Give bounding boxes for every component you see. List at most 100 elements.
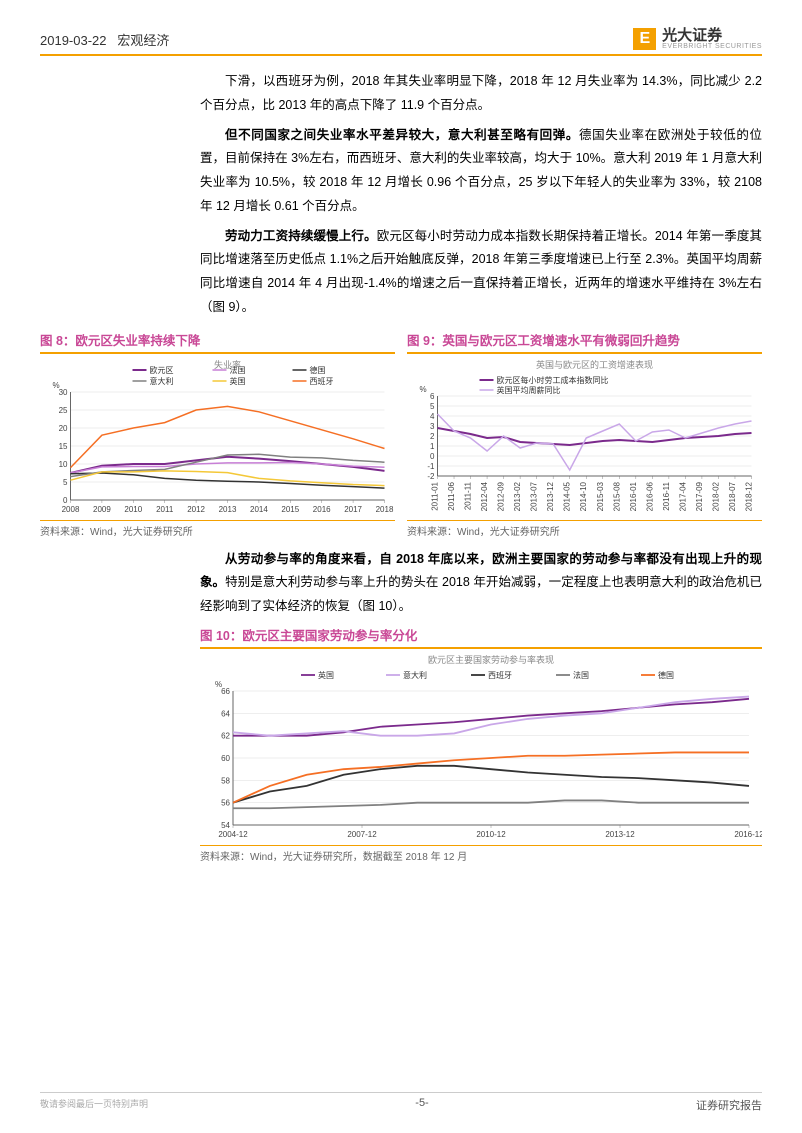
chart-row-8-9: 图 8：欧元区失业率持续下降 051015202530%200820092010…	[40, 330, 762, 538]
svg-text:2004-12: 2004-12	[218, 830, 248, 839]
svg-text:2009: 2009	[93, 505, 111, 514]
svg-text:%: %	[420, 385, 427, 394]
svg-text:2008: 2008	[62, 505, 80, 514]
svg-text:2010-12: 2010-12	[476, 830, 506, 839]
svg-text:欧元区每小时劳工成本指数同比: 欧元区每小时劳工成本指数同比	[497, 375, 609, 385]
svg-text:2007-12: 2007-12	[347, 830, 377, 839]
svg-text:4: 4	[430, 412, 435, 421]
svg-text:2015-03: 2015-03	[596, 481, 605, 511]
svg-text:2: 2	[430, 432, 435, 441]
svg-text:欧元区主要国家劳动参与率表现: 欧元区主要国家劳动参与率表现	[428, 654, 554, 665]
svg-text:欧元区: 欧元区	[150, 365, 174, 375]
svg-text:英国与欧元区的工资增速表现: 英国与欧元区的工资增速表现	[536, 359, 653, 370]
svg-text:法国: 法国	[573, 670, 589, 680]
fig9-col: 图 9：英国与欧元区工资增速水平有微弱回升趋势 -2-10123456% 2011…	[407, 330, 762, 538]
header-category: 宏观经济	[117, 33, 169, 48]
logo-text-wrap: 光大证券 EVERBRIGHT SECURITIES	[662, 28, 762, 50]
svg-text:20: 20	[59, 424, 68, 433]
svg-text:66: 66	[221, 687, 230, 696]
fig10-src: 资料来源：Wind，光大证券研究所，数据截至 2018 年 12 月	[200, 845, 762, 863]
logo-e-icon: E	[633, 28, 656, 50]
svg-text:2011-11: 2011-11	[464, 481, 473, 510]
svg-text:2011-06: 2011-06	[447, 481, 456, 510]
svg-text:5: 5	[430, 402, 435, 411]
logo-main: 光大证券	[662, 28, 762, 43]
svg-text:2013-07: 2013-07	[530, 481, 539, 511]
fig8-title: 图 8：欧元区失业率持续下降	[40, 330, 395, 354]
svg-text:%: %	[215, 680, 222, 689]
fig8-chart: 051015202530%200820092010201120122013201…	[40, 358, 395, 518]
svg-text:法国: 法国	[230, 365, 246, 375]
svg-text:%: %	[53, 381, 60, 390]
para1: 下滑，以西班牙为例，2018 年其失业率明显下降，2018 年 12 月失业率为…	[200, 70, 762, 118]
svg-text:0: 0	[430, 452, 435, 461]
svg-text:2018-02: 2018-02	[711, 481, 720, 511]
svg-text:15: 15	[59, 442, 68, 451]
svg-text:62: 62	[221, 731, 230, 740]
fig8-col: 图 8：欧元区失业率持续下降 051015202530%200820092010…	[40, 330, 395, 538]
svg-text:2016-12: 2016-12	[734, 830, 762, 839]
footer-left: 敬请参阅最后一页特别声明	[40, 1097, 148, 1113]
footer-right: 证券研究报告	[696, 1097, 762, 1113]
svg-text:2016-11: 2016-11	[662, 481, 671, 510]
svg-text:2013-02: 2013-02	[513, 481, 522, 511]
svg-text:3: 3	[430, 422, 435, 431]
svg-text:2014-10: 2014-10	[579, 481, 588, 511]
page-header: 2019-03-22 宏观经济 E 光大证券 EVERBRIGHT SECURI…	[40, 28, 762, 56]
svg-text:2018-07: 2018-07	[728, 481, 737, 511]
para4-rest: 特别是意大利劳动参与率上升的势头在 2018 年开始减弱，一定程度上也表明意大利…	[200, 575, 762, 613]
header-left: 2019-03-22 宏观经济	[40, 30, 169, 49]
svg-text:10: 10	[59, 460, 68, 469]
svg-text:1: 1	[430, 442, 435, 451]
svg-text:2011-01: 2011-01	[431, 481, 440, 510]
svg-text:2016: 2016	[313, 505, 331, 514]
logo-sub: EVERBRIGHT SECURITIES	[662, 43, 762, 50]
svg-text:54: 54	[221, 821, 230, 830]
svg-text:0: 0	[63, 496, 68, 505]
svg-text:25: 25	[59, 406, 68, 415]
para2: 但不同国家之间失业率水平差异较大，意大利甚至略有回弹。德国失业率在欧洲处于较低的…	[200, 124, 762, 219]
svg-text:西班牙: 西班牙	[488, 670, 512, 680]
svg-text:英国: 英国	[318, 670, 334, 680]
svg-text:6: 6	[430, 392, 435, 401]
svg-text:60: 60	[221, 754, 230, 763]
svg-text:64: 64	[221, 709, 230, 718]
footer-center: -5-	[415, 1097, 428, 1113]
svg-text:2013: 2013	[219, 505, 237, 514]
svg-text:58: 58	[221, 776, 230, 785]
svg-text:英国: 英国	[230, 376, 246, 386]
fig9-src: 资料来源：Wind，光大证券研究所	[407, 520, 762, 538]
svg-text:2012-09: 2012-09	[497, 481, 506, 511]
fig10-wrap: 图 10：欧元区主要国家劳动参与率分化 54 56 58 60 62 64 66% 2004-…	[40, 625, 762, 863]
svg-text:英国平均周薪同比: 英国平均周薪同比	[497, 385, 561, 395]
svg-text:2017: 2017	[344, 505, 362, 514]
svg-text:2015-08: 2015-08	[612, 481, 621, 511]
para2-lead: 但不同国家之间失业率水平差异较大，意大利甚至略有回弹。	[225, 128, 579, 142]
body-text-2: 从劳动参与率的角度来看，自 2018 年底以来，欧洲主要国家的劳动参与率都没有出…	[200, 548, 762, 619]
fig9-title: 图 9：英国与欧元区工资增速水平有微弱回升趋势	[407, 330, 762, 354]
svg-text:2012-04: 2012-04	[480, 481, 489, 511]
svg-text:2014: 2014	[250, 505, 268, 514]
svg-text:2018-12: 2018-12	[745, 481, 754, 511]
svg-text:-2: -2	[427, 472, 435, 481]
svg-text:30: 30	[59, 388, 68, 397]
header-date: 2019-03-22	[40, 33, 107, 48]
fig10-title: 图 10：欧元区主要国家劳动参与率分化	[200, 625, 762, 649]
svg-text:意大利: 意大利	[403, 670, 427, 680]
fig10-chart: 54 56 58 60 62 64 66% 2004-12 2007-12 2010-12 2013…	[200, 653, 762, 843]
page-footer: 敬请参阅最后一页特别声明 -5- 证券研究报告	[40, 1092, 762, 1113]
svg-text:56: 56	[221, 798, 230, 807]
svg-text:2013-12: 2013-12	[605, 830, 635, 839]
svg-text:2015: 2015	[281, 505, 299, 514]
svg-text:2017-09: 2017-09	[695, 481, 704, 511]
logo: E 光大证券 EVERBRIGHT SECURITIES	[633, 28, 762, 50]
svg-text:2016-06: 2016-06	[645, 481, 654, 511]
svg-text:意大利: 意大利	[150, 376, 174, 386]
fig8-src: 资料来源：Wind，光大证券研究所	[40, 520, 395, 538]
para3: 劳动力工资持续缓慢上行。欧元区每小时劳动力成本指数长期保持着正增长。2014 年…	[200, 225, 762, 320]
para3-lead: 劳动力工资持续缓慢上行。	[225, 229, 377, 243]
body-text-1: 下滑，以西班牙为例，2018 年其失业率明显下降，2018 年 12 月失业率为…	[200, 70, 762, 320]
svg-text:2016-01: 2016-01	[629, 481, 638, 511]
svg-text:2017-04: 2017-04	[678, 481, 687, 511]
svg-text:-1: -1	[427, 462, 435, 471]
